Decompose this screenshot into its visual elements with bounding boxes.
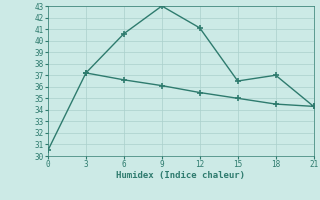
- X-axis label: Humidex (Indice chaleur): Humidex (Indice chaleur): [116, 171, 245, 180]
